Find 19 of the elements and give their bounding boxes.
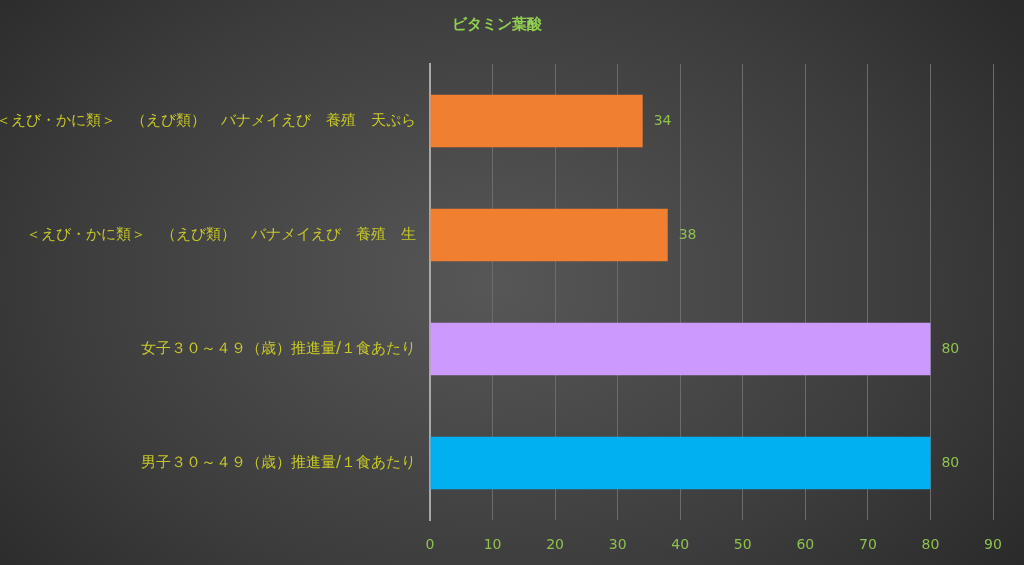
data-label: 34	[653, 111, 672, 128]
x-tick-label: 20	[546, 536, 565, 553]
chart-title: ビタミン葉酸	[451, 14, 543, 33]
y-tick-label: 女子３０～４９（歳）推進量/１食あたり	[140, 338, 416, 357]
x-tick-label: 40	[671, 536, 690, 553]
x-tick-label: 0	[425, 536, 435, 553]
data-label: 80	[941, 453, 960, 470]
x-tick-label: 60	[796, 536, 815, 553]
y-tick-label: ＜えび・かに類＞ （えび類） バナメイえび 養殖 天ぷら	[0, 110, 416, 129]
x-tick-label: 50	[733, 536, 752, 553]
data-label: 80	[941, 339, 960, 356]
x-tick-label: 10	[483, 536, 502, 553]
x-tick-label: 90	[984, 536, 1002, 553]
x-tick-label: 70	[858, 536, 877, 553]
x-tick-label: 80	[921, 536, 940, 553]
data-label: 38	[678, 225, 697, 242]
y-tick-label: ＜えび・かに類＞ （えび類） バナメイえび 養殖 生	[26, 224, 416, 243]
y-tick-label: 男子３０～４９（歳）推進量/１食あたり	[140, 452, 416, 471]
x-tick-label: 30	[608, 536, 627, 553]
